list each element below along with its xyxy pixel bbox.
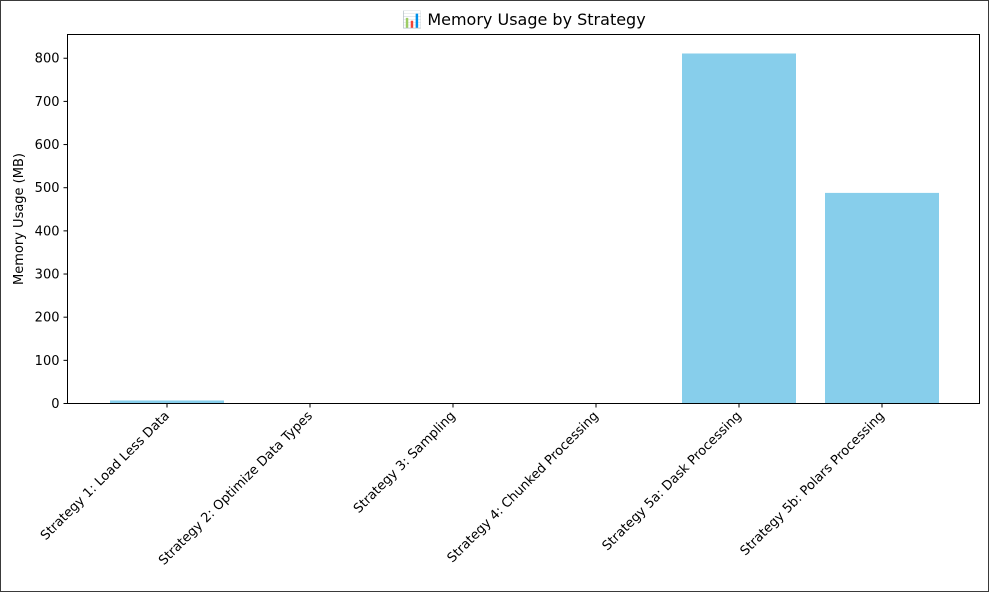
y-tick-label: 400 [35, 224, 60, 239]
x-tick-label: Strategy 4: Chunked Processing [445, 409, 602, 566]
y-axis-ticks: 0 100 200 300 400 500 600 700 800 [35, 52, 68, 412]
bar [682, 53, 796, 403]
chart-title: 📊 Memory Usage by Strategy [402, 10, 645, 29]
y-tick-label: 700 [35, 95, 60, 110]
y-tick-label: 200 [35, 311, 60, 326]
y-tick-label: 100 [35, 354, 60, 369]
y-tick-label: 0 [51, 397, 59, 412]
x-tick-label: Strategy 3: Sampling [351, 409, 459, 517]
y-tick-label: 300 [35, 268, 60, 283]
bars [110, 53, 939, 403]
y-tick-label: 500 [35, 181, 60, 196]
y-tick-label: 600 [35, 138, 60, 153]
x-tick-label: Strategy 5a: Dask Processing [600, 409, 745, 554]
x-tick-label: Strategy 2: Optimize Data Types [156, 409, 316, 569]
x-tick-label: Strategy 1: Load Less Data [38, 409, 173, 544]
x-tick-label: Strategy 5b: Polars Processing [738, 409, 888, 559]
y-tick-label: 800 [35, 52, 60, 67]
bar [825, 193, 939, 404]
y-axis-label: Memory Usage (MB) [12, 153, 27, 285]
